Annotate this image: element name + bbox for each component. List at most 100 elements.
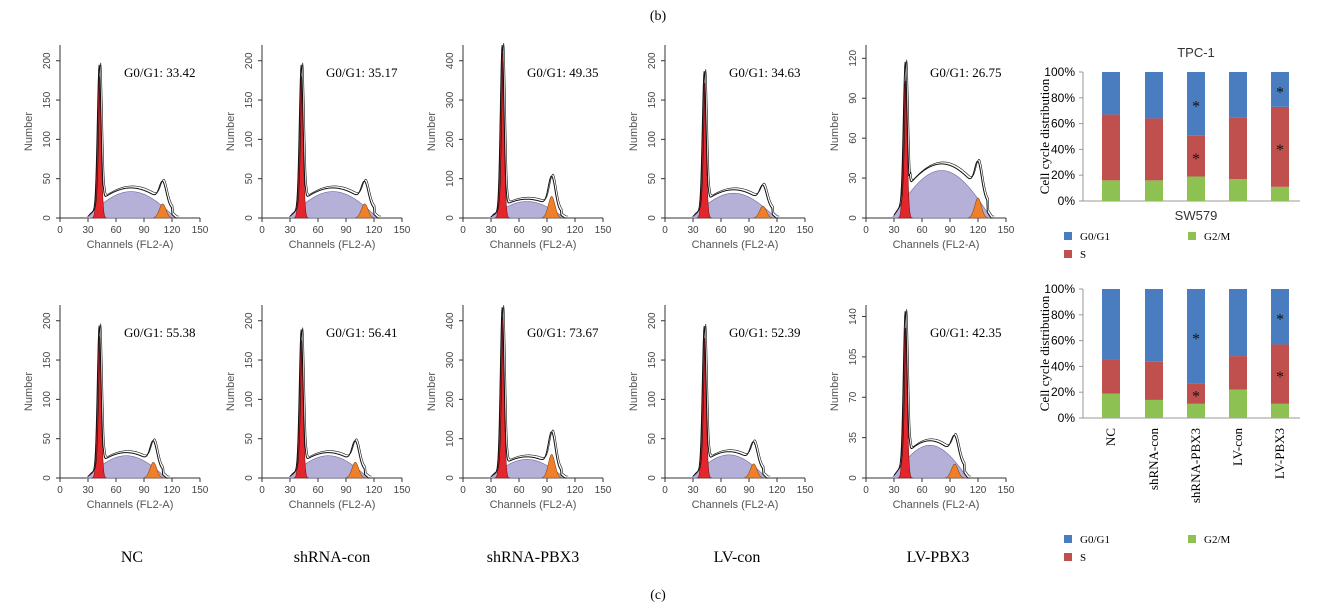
x-tick-label: 150	[595, 225, 612, 236]
x-tick-label: 150	[394, 225, 411, 236]
raw-trace	[694, 324, 771, 477]
bar-segment-g0-g1-lv-pbx3	[1271, 289, 1289, 345]
x-tick-label: 60	[110, 225, 122, 236]
y-tick-label: 0	[42, 215, 53, 221]
y-tick-label: 150	[42, 351, 53, 368]
bar-segment-s-shrna-con	[1145, 118, 1163, 181]
g0g1-peak	[696, 82, 712, 219]
g0g1-annotation: G0/G1: 42.35	[930, 325, 1002, 340]
y-tick-label: 400	[445, 312, 456, 329]
legend-label-s: S	[1080, 249, 1086, 261]
x-tick-label: 150	[192, 485, 209, 496]
bar-segment-g0-g1-nc	[1102, 289, 1120, 360]
x-tick-label: 30	[888, 225, 900, 236]
x-tick-label: 120	[970, 225, 987, 236]
y-tick-label: 50	[244, 173, 255, 185]
x-axis-label: Channels (FL2-A)	[87, 499, 174, 511]
raw-trace	[492, 42, 569, 217]
x-tick-label: shRNA-con	[1146, 428, 1161, 491]
histogram-c-lv-pbx3: 0 30 60 90 120 150 0 35 70 105 140 Channels (FL2-A)…	[829, 305, 1015, 511]
bar-segment-s-shrna-pbx3	[1187, 135, 1205, 177]
total-envelope	[87, 325, 169, 479]
y-tick-label: 150	[244, 351, 255, 368]
x-tick-label: 0	[57, 225, 63, 236]
x-tick-label: 60	[513, 485, 525, 496]
bar-segment-g2-m-shrna-pbx3	[1187, 403, 1205, 418]
bar-segment-g2-m-nc	[1102, 393, 1120, 418]
significance-mark: *	[1192, 331, 1200, 348]
bar-segment-s-lv-pbx3	[1271, 106, 1289, 187]
x-tick-label: 60	[312, 485, 324, 496]
bar-segment-g2-m-lv-pbx3	[1271, 186, 1289, 201]
histogram-panels: 0 30 60 90 120 150 0 50 100 150 200 Channels (FL2-A…	[23, 42, 1015, 511]
y-axis-label: Number	[829, 372, 841, 411]
x-tick-label: 150	[797, 485, 814, 496]
y-tick-label: 100%	[1044, 65, 1075, 79]
g0g1-annotation: G0/G1: 34.63	[729, 65, 801, 80]
x-tick-label: 0	[57, 485, 63, 496]
y-tick-label: 50	[647, 433, 658, 445]
bar-segment-g2-m-lv-pbx3	[1271, 403, 1289, 418]
x-axis-label: Channels (FL2-A)	[289, 239, 376, 251]
x-tick-label: 30	[284, 485, 296, 496]
x-axis-label: Channels (FL2-A)	[893, 499, 980, 511]
g2m-peak	[355, 203, 377, 219]
y-tick-label: 0%	[1058, 411, 1076, 425]
y-tick-label: 40%	[1051, 142, 1075, 156]
x-tick-label: 60	[916, 485, 928, 496]
x-tick-label: 90	[138, 485, 150, 496]
raw-trace	[492, 305, 569, 477]
group-label-shrna-pbx3: shRNA-PBX3	[487, 549, 579, 566]
bar-segment-g0-g1-nc	[1102, 72, 1120, 115]
bar-segment-g0-g1-shrna-con	[1145, 289, 1163, 362]
y-tick-label: 100	[244, 131, 255, 148]
raw-trace	[89, 62, 180, 217]
legend-swatch-g2-m	[1188, 535, 1196, 543]
total-envelope	[490, 44, 567, 219]
y-tick-label: 60%	[1051, 334, 1075, 348]
g0g1-peak	[91, 76, 107, 219]
y-tick-label: 50	[244, 433, 255, 445]
x-tick-label: LV-PBX3	[1272, 428, 1287, 479]
raw-trace	[694, 69, 780, 217]
y-tick-label: 60%	[1051, 117, 1075, 131]
y-tick-label: 200	[445, 131, 456, 148]
x-tick-label: 30	[82, 485, 94, 496]
x-tick-label: 150	[998, 485, 1015, 496]
histogram-b-nc: 0 30 60 90 120 150 0 50 100 150 200 Channels (FL2-A…	[23, 45, 209, 251]
y-tick-label: 100	[42, 391, 53, 408]
x-axis-label: Channels (FL2-A)	[490, 499, 577, 511]
x-tick-label: 60	[916, 225, 928, 236]
bar-segment-s-lv-con	[1229, 117, 1247, 180]
chart-title: SW579	[1175, 208, 1218, 223]
histogram-b-lv-pbx3: 0 30 60 90 120 150 0 30 60 90 120 Channels (FL2-A) N…	[829, 45, 1015, 251]
group-labels: NC shRNA-con shRNA-PBX3 LV-con LV-PBX3	[121, 549, 970, 566]
g0g1-annotation: G0/G1: 52.39	[729, 325, 801, 340]
g2m-peak	[753, 205, 775, 219]
x-tick-label: 90	[743, 225, 755, 236]
y-tick-label: 100	[647, 391, 658, 408]
y-tick-label: 0	[42, 475, 53, 481]
legend-label-g2-m: G2/M	[1204, 231, 1231, 243]
total-envelope	[289, 64, 380, 219]
g0g1-annotation: G0/G1: 73.67	[527, 325, 599, 340]
stacked-bar-chart-sw579: SW579 0% 20% 40% 60% 80% 100%Cell cycle distri…	[1037, 208, 1300, 564]
bar-segment-s-shrna-con	[1145, 361, 1163, 400]
bar-segment-s-lv-con	[1229, 356, 1247, 390]
y-tick-label: 400	[445, 52, 456, 69]
y-axis-label: Number	[829, 112, 841, 151]
group-label-lv-pbx3: LV-PBX3	[907, 549, 970, 566]
stacked-bar-chart-tpc-1: TPC-1 0% 20% 40% 60% 80% 100%Cell cycle distri…	[1037, 45, 1300, 261]
x-tick-label: 90	[944, 485, 956, 496]
histogram-b-shrna-pbx3: 0 30 60 90 120 150 0 100 200 300 400 Channels (FL2-…	[426, 42, 612, 251]
x-tick-label: 120	[164, 485, 181, 496]
raw-trace	[895, 309, 972, 477]
panel-b-label: (b)	[650, 9, 667, 24]
bar-segment-s-nc	[1102, 359, 1120, 394]
legend-swatch-g2-m	[1188, 232, 1196, 240]
y-tick-label: 70	[848, 391, 859, 403]
stacked-bar-charts: TPC-10%20%40%60%80%100%Cell cycle distri…	[1037, 45, 1300, 564]
y-tick-label: 120	[848, 50, 859, 67]
y-axis-label: Number	[426, 372, 438, 411]
g2m-peak	[945, 463, 967, 479]
